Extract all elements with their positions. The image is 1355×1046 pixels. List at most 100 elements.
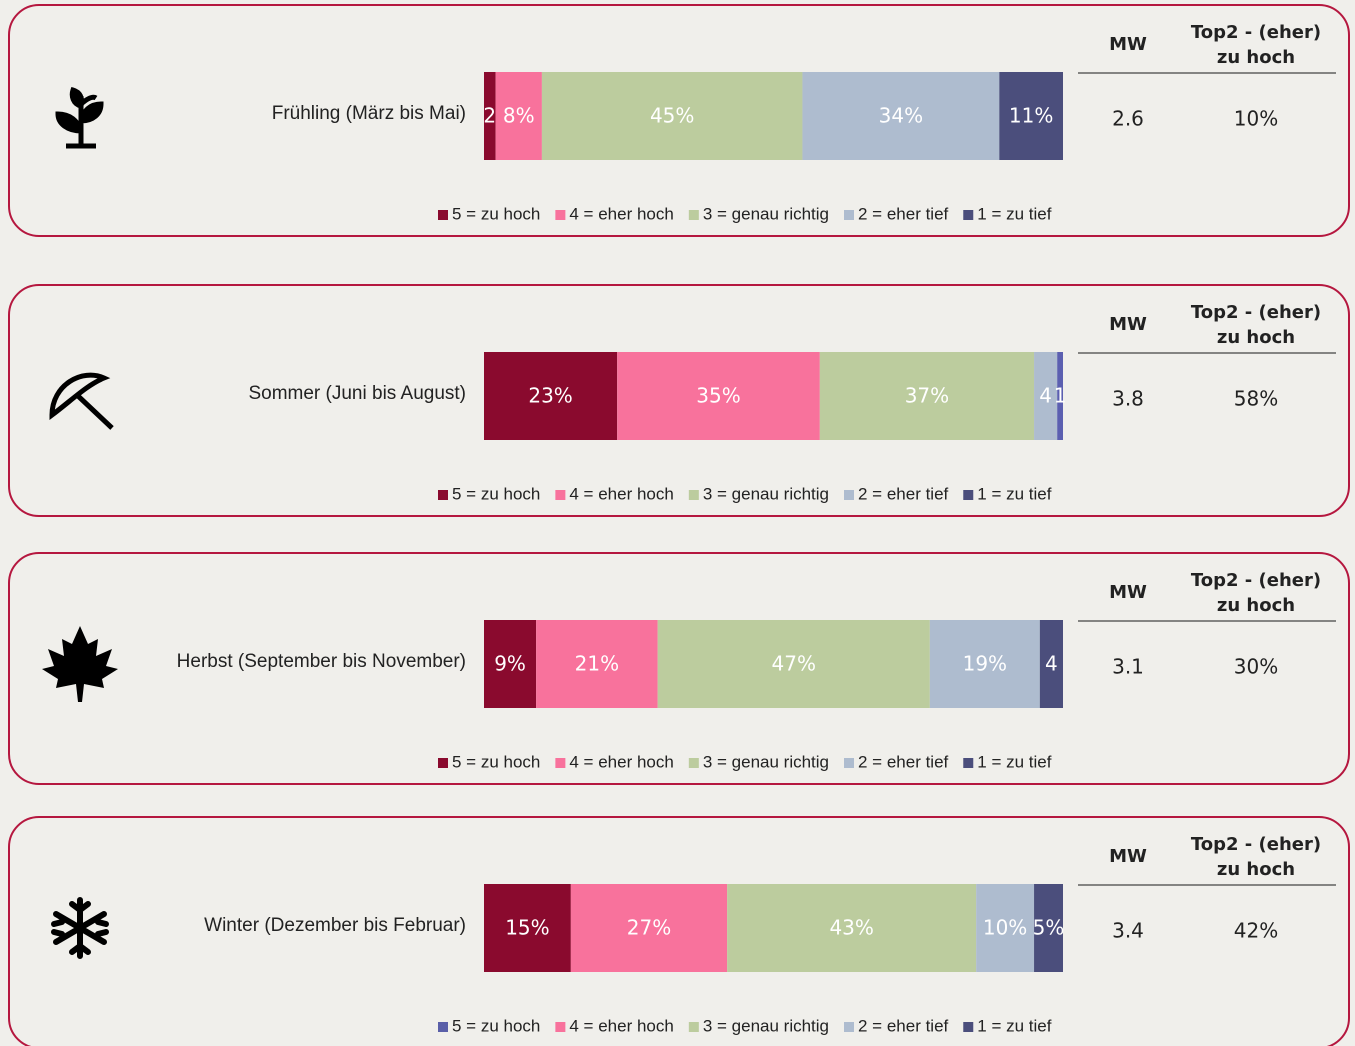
chart-panel: Herbst (September bis November) 9% 21% 47% 1… <box>8 552 1350 785</box>
top2-value: 58% <box>1234 387 1278 411</box>
legend-label: 3 = genau richtig <box>703 484 829 503</box>
season-icon <box>54 900 106 956</box>
top2-value: 10% <box>1234 107 1278 131</box>
legend-label: 2 = eher tief <box>858 484 949 503</box>
panel-border <box>8 4 1350 237</box>
top2-header: Top2 - (eher) <box>1191 22 1321 43</box>
legend-swatch <box>688 490 699 500</box>
bar-segment <box>727 884 977 972</box>
bar-segment <box>536 620 658 708</box>
legend-label: 3 = genau richtig <box>703 204 829 223</box>
legend-swatch <box>438 758 448 768</box>
legend-label: 5 = zu hoch <box>452 752 540 771</box>
legend-swatch <box>844 210 854 220</box>
legend-label: 2 = eher tief <box>858 204 949 223</box>
legend-label: 5 = zu hoch <box>452 484 540 503</box>
top2-value: 30% <box>1234 655 1278 679</box>
category-label: Winter (Dezember bis Februar) <box>204 915 466 936</box>
data-label: 4 <box>1045 652 1058 676</box>
mw-header: MW <box>1109 314 1147 335</box>
legend-swatch <box>555 210 566 220</box>
data-label: 10% <box>983 916 1027 940</box>
legend-swatch <box>844 1022 854 1032</box>
mw-value: 3.1 <box>1112 655 1144 679</box>
data-label: 35% <box>696 384 740 408</box>
legend-swatch <box>963 758 974 768</box>
legend-swatch <box>963 490 974 500</box>
mw-value: 3.8 <box>1112 387 1144 411</box>
data-label: 43% <box>829 916 873 940</box>
legend-swatch <box>688 758 699 768</box>
data-label: 4 <box>1039 384 1052 408</box>
legend-swatch <box>844 490 854 500</box>
legend-swatch <box>438 1022 448 1032</box>
category-label: Sommer (Juni bis August) <box>248 383 466 404</box>
legend-label: 2 = eher tief <box>858 752 949 771</box>
panel-border <box>8 284 1350 517</box>
data-label: 19% <box>963 652 1007 676</box>
data-label: 27% <box>627 916 671 940</box>
legend-swatch <box>844 758 854 768</box>
top2-header: Top2 - (eher) <box>1191 570 1321 591</box>
chart-panel: Sommer (Juni bis August) 23% 35% 37% 4 1 5 = z… <box>8 284 1350 517</box>
data-label: 34% <box>879 104 923 128</box>
top2-header: zu hoch <box>1217 47 1295 68</box>
legend-label: 4 = eher hoch <box>569 204 673 223</box>
chart-panel: Winter (Dezember bis Februar) 15% 27% 43% 10… <box>8 816 1350 1046</box>
bar-segment <box>1034 884 1063 972</box>
top2-header: zu hoch <box>1217 859 1295 880</box>
data-label: 37% <box>905 384 949 408</box>
mw-header: MW <box>1109 34 1147 55</box>
data-label: 21% <box>575 652 619 676</box>
chart-panel: Frühling (März bis Mai) 2 8% 45% 34% 11% 5 = z… <box>8 4 1350 237</box>
legend-label: 5 = zu hoch <box>452 1016 540 1035</box>
bar-segment <box>976 884 1035 972</box>
mw-value: 3.4 <box>1112 919 1144 943</box>
data-label: 2 <box>483 104 496 128</box>
data-label: 15% <box>505 916 549 940</box>
bar-segment <box>1057 352 1063 440</box>
legend-label: 1 = zu tief <box>977 204 1051 223</box>
bar-segment <box>1034 352 1058 440</box>
bar-segment <box>484 884 571 972</box>
panel-border <box>8 816 1350 1046</box>
bar-segment <box>929 620 1040 708</box>
legend-label: 1 = zu tief <box>977 1016 1051 1035</box>
legend-swatch <box>555 490 566 500</box>
mw-header: MW <box>1109 582 1147 603</box>
data-label: 9% <box>494 652 526 676</box>
bar-segment <box>541 72 803 160</box>
bar-segment <box>484 352 618 440</box>
data-label: 5% <box>1033 916 1065 940</box>
top2-header: zu hoch <box>1217 327 1295 348</box>
bar-segment <box>802 72 1000 160</box>
legend-label: 3 = genau richtig <box>703 752 829 771</box>
bar-segment <box>570 884 728 972</box>
bar-segment <box>999 72 1063 160</box>
bar-segment <box>1039 620 1063 708</box>
top2-header: zu hoch <box>1217 595 1295 616</box>
season-icon <box>42 626 118 702</box>
legend-swatch <box>963 1022 974 1032</box>
legend-label: 1 = zu tief <box>977 752 1051 771</box>
data-label: 1 <box>1054 384 1067 408</box>
legend-swatch <box>438 210 448 220</box>
top2-header: Top2 - (eher) <box>1191 834 1321 855</box>
top2-value: 42% <box>1234 919 1278 943</box>
legend-label: 1 = zu tief <box>977 484 1051 503</box>
legend-label: 2 = eher tief <box>858 1016 949 1035</box>
data-label: 45% <box>650 104 694 128</box>
panel-border <box>8 552 1350 785</box>
bar-segment <box>819 352 1035 440</box>
bar-segment <box>657 620 930 708</box>
legend-swatch <box>555 758 566 768</box>
legend-swatch <box>555 1022 566 1032</box>
mw-header: MW <box>1109 846 1147 867</box>
data-label: 23% <box>528 384 572 408</box>
legend-label: 4 = eher hoch <box>569 752 673 771</box>
mw-value: 2.6 <box>1112 107 1144 131</box>
category-label: Herbst (September bis November) <box>177 651 466 672</box>
legend-swatch <box>688 210 699 220</box>
